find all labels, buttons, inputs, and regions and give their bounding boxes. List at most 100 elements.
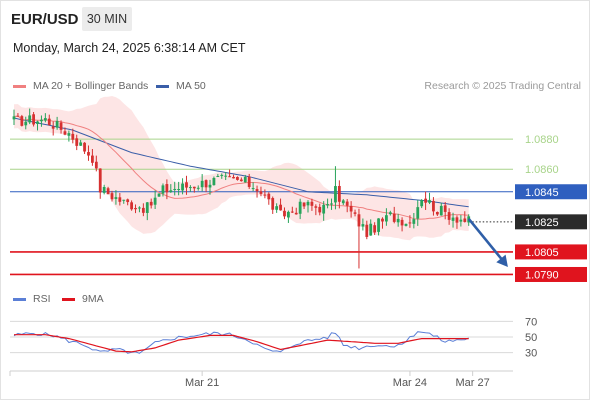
time-tick-label-2: Mar 27 bbox=[456, 377, 490, 389]
symbol-title: EUR/USD bbox=[11, 11, 79, 28]
candle-body-52 bbox=[216, 176, 220, 178]
level-label-bg-pivot-2 bbox=[515, 184, 587, 200]
candle-body-101 bbox=[408, 222, 412, 224]
candle-body-68 bbox=[279, 204, 282, 211]
candle-body-60 bbox=[247, 176, 251, 187]
candle-body-3 bbox=[24, 121, 28, 126]
candle-body-50 bbox=[208, 184, 212, 188]
candle-body-1 bbox=[16, 115, 20, 117]
forecast-arrow-line bbox=[467, 218, 505, 263]
candle-body-40 bbox=[169, 190, 173, 193]
time-tick-label-1: Mar 24 bbox=[393, 377, 427, 389]
candle-body-78 bbox=[318, 206, 322, 213]
candle-body-97 bbox=[392, 213, 396, 222]
legend-rsi-swatch bbox=[13, 297, 26, 301]
candle-body-30 bbox=[130, 202, 133, 210]
candle-body-26 bbox=[114, 197, 118, 199]
candle-body-13 bbox=[63, 131, 67, 135]
candle-body-70 bbox=[287, 211, 290, 218]
candle-body-80 bbox=[326, 204, 329, 206]
candle-body-108 bbox=[435, 212, 439, 215]
candle-body-104 bbox=[420, 200, 424, 207]
candle-body-95 bbox=[385, 215, 388, 222]
legend-rsi-ma-swatch bbox=[62, 297, 75, 301]
candle-body-71 bbox=[290, 211, 294, 213]
candle-body-99 bbox=[400, 219, 404, 226]
copyright-label: Research © 2025 Trading Central bbox=[424, 80, 581, 92]
candle-body-63 bbox=[259, 191, 263, 194]
candle-body-59 bbox=[243, 177, 247, 183]
legend-rsi-label: RSI bbox=[33, 293, 51, 305]
level-label-pivot-2: 1.0845 bbox=[525, 187, 559, 199]
candle-body-11 bbox=[55, 121, 59, 128]
candle-body-51 bbox=[212, 177, 216, 186]
candle-body-45 bbox=[189, 187, 192, 189]
candle-body-56 bbox=[232, 176, 235, 179]
candle-body-66 bbox=[271, 198, 275, 210]
level-label-support-5: 1.0790 bbox=[525, 269, 559, 281]
candle-body-18 bbox=[83, 142, 86, 152]
level-label-support-4: 1.0805 bbox=[525, 247, 559, 259]
candle-body-79 bbox=[322, 204, 326, 214]
candle-body-29 bbox=[126, 199, 130, 203]
candle-body-92 bbox=[373, 225, 377, 233]
candle-body-83 bbox=[337, 185, 341, 202]
rsi-tick-label-0: 70 bbox=[525, 316, 537, 328]
rsi-line bbox=[13, 331, 469, 354]
candle-body-31 bbox=[134, 208, 137, 210]
candle-body-69 bbox=[283, 210, 286, 217]
candle-body-9 bbox=[47, 118, 51, 126]
candle-body-37 bbox=[157, 193, 161, 197]
candle-body-72 bbox=[294, 212, 298, 215]
candle-body-62 bbox=[255, 189, 259, 192]
legend-ma20-label: MA 20 + Bollinger Bands bbox=[33, 80, 149, 92]
legend-ma50-label: MA 50 bbox=[176, 80, 206, 92]
candle-body-12 bbox=[59, 122, 63, 130]
candle-body-74 bbox=[302, 202, 306, 207]
candle-body-20 bbox=[91, 155, 94, 163]
legend-ma20-swatch bbox=[13, 84, 26, 88]
timeframe-badge[interactable]: 30 MIN bbox=[82, 7, 132, 31]
level-label-bg-support-5 bbox=[515, 266, 587, 282]
candle-body-22 bbox=[98, 168, 102, 193]
candle-body-82 bbox=[334, 186, 337, 203]
candle-body-110 bbox=[443, 205, 447, 212]
candle-body-24 bbox=[106, 188, 110, 195]
candle-body-94 bbox=[381, 218, 384, 222]
candle-body-32 bbox=[138, 207, 141, 209]
candle-body-64 bbox=[263, 194, 267, 196]
candle-body-14 bbox=[67, 133, 71, 136]
candle-body-102 bbox=[412, 219, 416, 224]
candle-body-55 bbox=[228, 176, 231, 178]
candle-body-4 bbox=[28, 115, 32, 123]
legend-ma50-swatch bbox=[156, 84, 169, 88]
candle-body-21 bbox=[94, 161, 98, 169]
datetime-label: Monday, March 24, 2025 6:38:14 AM CET bbox=[13, 41, 246, 55]
candle-body-77 bbox=[314, 206, 318, 208]
legend-ma20: MA 20 + Bollinger Bands bbox=[13, 80, 148, 92]
candle-body-98 bbox=[396, 218, 400, 223]
candle-body-111 bbox=[447, 212, 451, 220]
candle-body-36 bbox=[153, 197, 157, 205]
candle-body-91 bbox=[369, 223, 373, 236]
candle-body-27 bbox=[118, 197, 122, 202]
level-label-last-3: 1.0825 bbox=[525, 217, 559, 229]
candle-body-112 bbox=[451, 217, 455, 221]
bollinger-band bbox=[14, 96, 469, 241]
candle-body-33 bbox=[141, 207, 145, 213]
legend-ma50: MA 50 bbox=[156, 80, 206, 92]
candle-body-73 bbox=[298, 201, 302, 214]
candle-body-41 bbox=[173, 188, 177, 190]
candle-body-115 bbox=[463, 218, 467, 222]
candle-body-53 bbox=[220, 174, 224, 176]
candle-body-84 bbox=[341, 200, 345, 204]
rsi-tick-label-1: 50 bbox=[525, 332, 537, 344]
candle-body-57 bbox=[236, 177, 239, 180]
candle-body-44 bbox=[185, 182, 188, 188]
candle-body-54 bbox=[224, 175, 228, 177]
candle-body-89 bbox=[361, 224, 365, 227]
candle-body-114 bbox=[459, 219, 463, 222]
candle-body-86 bbox=[349, 205, 353, 212]
candle-body-81 bbox=[330, 203, 333, 205]
